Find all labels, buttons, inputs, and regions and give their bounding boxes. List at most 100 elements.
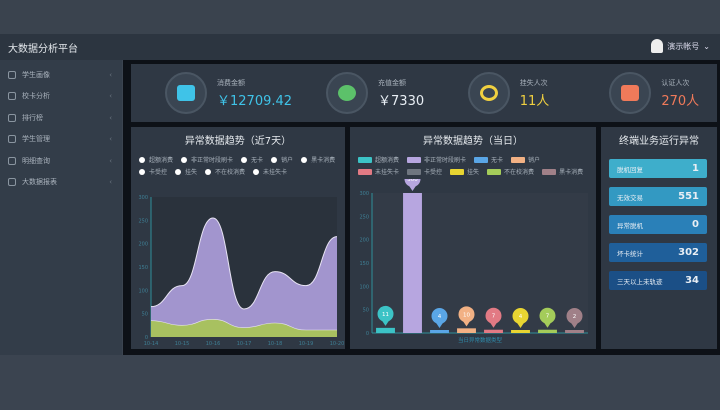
avatar bbox=[651, 39, 664, 53]
legend-item[interactable]: 卡受控 bbox=[407, 167, 442, 176]
legend-dot-icon bbox=[181, 156, 188, 163]
data-label: 300 bbox=[407, 179, 418, 183]
y-tick-label: 200 bbox=[138, 242, 148, 248]
legend-item[interactable]: 销户 bbox=[511, 155, 540, 164]
legend-label: 挂失 bbox=[467, 169, 480, 176]
legend-dot-icon bbox=[271, 156, 278, 163]
area-chart: 0 50 100 150 200 250 300 10-14 10-15 10-16 10-17 10… bbox=[138, 195, 344, 347]
window-top bbox=[0, 0, 720, 34]
x-tick-label: 10-15 bbox=[175, 341, 190, 347]
sidebar-item-label: 明细查询 bbox=[22, 156, 50, 165]
pin-marker bbox=[431, 308, 448, 324]
legend-dot-icon bbox=[301, 156, 308, 163]
status-item[interactable]: 异常脱机 0 bbox=[609, 215, 707, 234]
y-tick-label: 100 bbox=[359, 284, 369, 290]
legend-item[interactable]: 黑卡消费 bbox=[542, 167, 583, 176]
status-label: 脱机回复 bbox=[617, 165, 643, 174]
legend-item[interactable]: 非正常时段刷卡 bbox=[407, 155, 466, 164]
status-item[interactable]: 无效交易 551 bbox=[609, 187, 707, 206]
user-icon bbox=[8, 70, 16, 79]
pin-marker bbox=[512, 308, 529, 324]
x-axis-label: 当日异常数据类型 bbox=[458, 336, 503, 344]
panel-title: 终端业务运行异常 bbox=[619, 136, 699, 147]
bar bbox=[403, 193, 422, 333]
status-item[interactable]: 脱机回复 1 bbox=[609, 159, 707, 178]
legend-label: 无卡 bbox=[491, 157, 504, 164]
legend-label: 未挂失卡 bbox=[263, 169, 288, 176]
x-tick-label: 10-19 bbox=[299, 341, 314, 347]
sidebar-item-big-data-report[interactable]: 大数据报表 ‹ bbox=[0, 172, 122, 194]
data-label: 10 bbox=[463, 312, 470, 318]
legend-label: 非正常时段刷卡 bbox=[191, 157, 234, 164]
sidebar-item-label: 大数据报表 bbox=[22, 178, 57, 187]
sidebar-item-student-profile[interactable]: 学生画像 ‹ bbox=[0, 64, 122, 86]
pin-tail bbox=[489, 321, 498, 328]
series-area-1 bbox=[151, 319, 337, 337]
card-value: ￥7330 bbox=[378, 93, 425, 109]
status-value: 1 bbox=[692, 163, 699, 174]
sidebar-item-detail-query[interactable]: 明细查询 ‹ bbox=[0, 150, 122, 172]
legend-item[interactable]: 不在校消费 bbox=[487, 167, 534, 176]
y-tick-label: 250 bbox=[359, 214, 369, 220]
brand-title: 大数据分析平台 bbox=[8, 43, 78, 55]
legend-item[interactable]: 不在校消费 bbox=[205, 167, 245, 176]
legend-swatch bbox=[487, 168, 502, 175]
legend-dot-icon bbox=[139, 156, 145, 163]
legend-item[interactable]: 非正常时段刷卡 bbox=[181, 155, 233, 164]
users-icon bbox=[8, 135, 16, 144]
y-tick-label: 250 bbox=[138, 218, 148, 224]
legend-item[interactable]: 未挂失卡 bbox=[358, 167, 399, 176]
y-tick-label: 300 bbox=[359, 191, 369, 197]
chevron-icon: ‹ bbox=[109, 135, 112, 144]
lost-search-icon bbox=[467, 72, 510, 114]
legend-swatch bbox=[511, 156, 526, 163]
legend-dot-icon bbox=[253, 168, 260, 175]
legend-dot-icon bbox=[205, 168, 212, 175]
legend-label: 超额消费 bbox=[375, 157, 400, 164]
legend-item[interactable]: 超额消费 bbox=[358, 155, 399, 164]
series-line-1 bbox=[150, 318, 337, 331]
sidebar-item-ranking[interactable]: 排行榜 ‹ bbox=[0, 107, 122, 129]
series-area-0 bbox=[151, 218, 337, 337]
chevron-down-icon: ⌄ bbox=[703, 41, 710, 51]
legend-item[interactable]: 黑卡消费 bbox=[301, 155, 335, 164]
legend-label: 销户 bbox=[528, 157, 541, 164]
sidebar-item-student-management[interactable]: 学生管理 ‹ bbox=[0, 129, 122, 151]
legend-swatch bbox=[407, 168, 422, 175]
legend-item[interactable]: 无卡 bbox=[474, 155, 503, 164]
pin-marker bbox=[539, 307, 556, 324]
legend-label: 黑卡消费 bbox=[311, 157, 336, 164]
pin-tail bbox=[408, 185, 417, 191]
card-label: 充值金额 bbox=[378, 78, 407, 87]
card-value: ￥12709.42 bbox=[217, 93, 293, 109]
bar bbox=[376, 327, 395, 333]
money-stack-icon bbox=[165, 72, 207, 114]
legend-item[interactable]: 卡受控 bbox=[139, 167, 167, 176]
sidebar-item-label: 校卡分析 bbox=[22, 92, 50, 101]
legend-item[interactable]: 挂失 bbox=[450, 167, 479, 176]
status-item[interactable]: 三天以上未轨迹 34 bbox=[609, 271, 707, 290]
legend-swatch bbox=[358, 156, 372, 163]
legend-label: 未挂失卡 bbox=[375, 169, 400, 176]
legend-item[interactable]: 销户 bbox=[271, 155, 293, 164]
bar-chart: 0 50 100 150 200 250 300 11 300 4 10 7 4 7 2 当日异常数据类型 bbox=[359, 179, 588, 344]
user-menu[interactable]: 演示帐号 ⌄ bbox=[651, 39, 710, 53]
legend-item[interactable]: 超额消费 bbox=[139, 155, 173, 164]
x-tick-label: 10-18 bbox=[268, 341, 283, 347]
id-card-icon bbox=[609, 72, 652, 114]
y-tick-label: 0 bbox=[145, 335, 148, 341]
sidebar-item-label: 学生画像 bbox=[22, 70, 50, 79]
chevron-icon: ‹ bbox=[109, 92, 112, 101]
legend-item[interactable]: 挂失 bbox=[175, 167, 197, 176]
bar bbox=[511, 330, 530, 333]
card-icon bbox=[8, 92, 16, 101]
legend-swatch bbox=[450, 168, 465, 175]
legend-swatch bbox=[407, 156, 422, 163]
pin-marker bbox=[404, 179, 421, 187]
sidebar-item-card-analysis[interactable]: 校卡分析 ‹ bbox=[0, 86, 122, 108]
legend-item[interactable]: 未挂失卡 bbox=[253, 167, 287, 176]
legend-item[interactable]: 无卡 bbox=[241, 155, 263, 164]
legend-label: 销户 bbox=[281, 157, 294, 164]
legend-swatch bbox=[474, 156, 489, 163]
status-item[interactable]: 坏卡统计 302 bbox=[609, 243, 707, 262]
